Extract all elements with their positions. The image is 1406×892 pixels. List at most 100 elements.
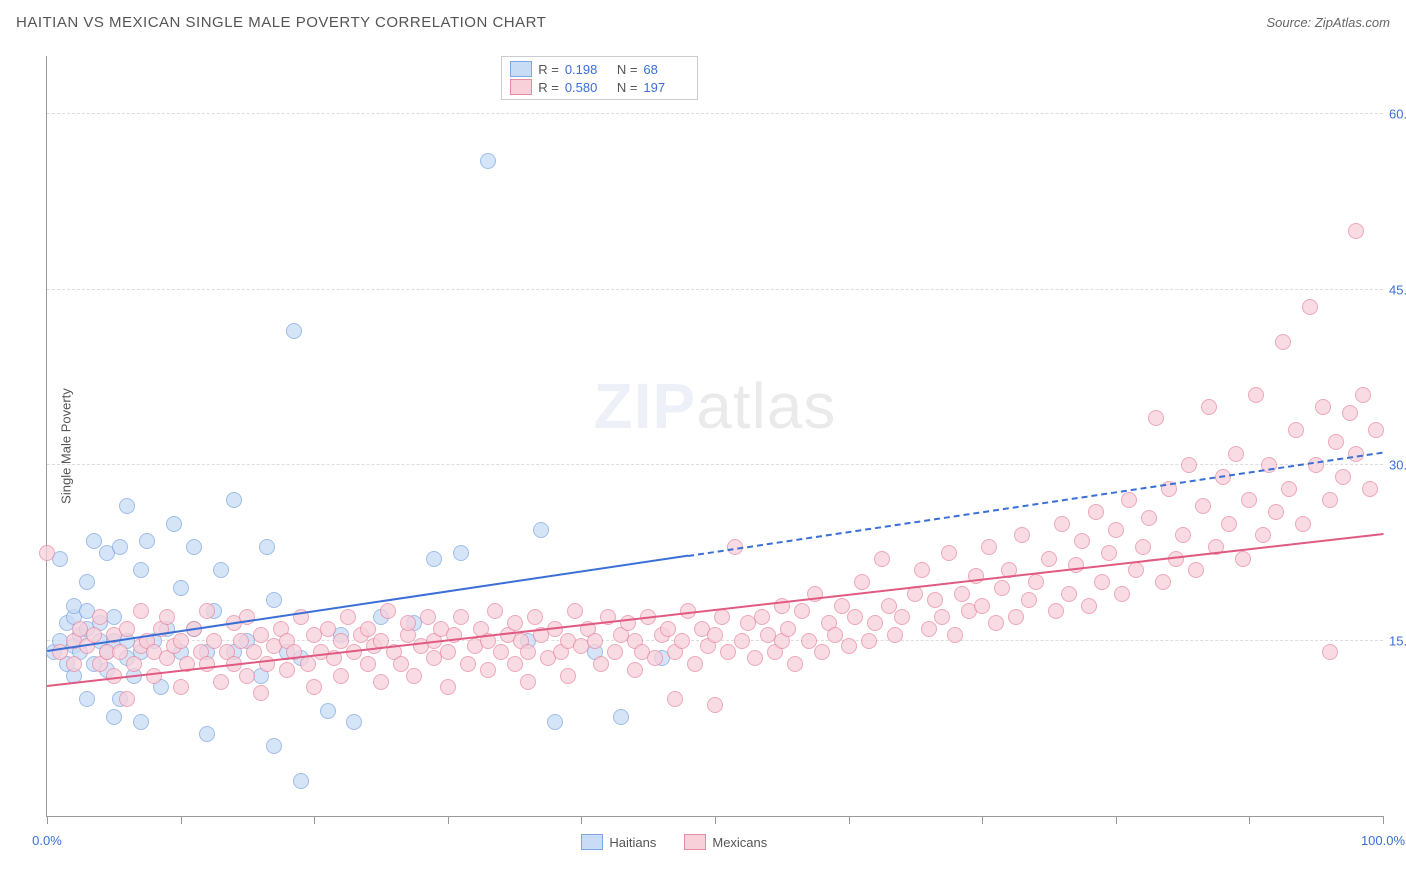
legend-n-label: N = bbox=[617, 80, 638, 95]
data-point bbox=[1235, 551, 1251, 567]
data-point bbox=[1355, 387, 1371, 403]
data-point bbox=[79, 574, 95, 590]
series-name: Mexicans bbox=[712, 835, 767, 850]
data-point bbox=[914, 562, 930, 578]
data-point bbox=[1302, 299, 1318, 315]
gridline-h bbox=[47, 289, 1383, 290]
data-point bbox=[199, 726, 215, 742]
data-point bbox=[226, 492, 242, 508]
data-point bbox=[560, 668, 576, 684]
data-point bbox=[253, 627, 269, 643]
data-point bbox=[440, 679, 456, 695]
data-point bbox=[787, 656, 803, 672]
data-point bbox=[1054, 516, 1070, 532]
x-tick bbox=[715, 816, 716, 824]
data-point bbox=[86, 533, 102, 549]
data-point bbox=[119, 498, 135, 514]
data-point bbox=[1322, 644, 1338, 660]
gridline-h bbox=[47, 113, 1383, 114]
data-point bbox=[1048, 603, 1064, 619]
data-point bbox=[266, 738, 282, 754]
legend-r-label: R = bbox=[538, 62, 559, 77]
data-point bbox=[493, 644, 509, 660]
data-point bbox=[159, 609, 175, 625]
data-point bbox=[714, 609, 730, 625]
x-tick bbox=[47, 816, 48, 824]
data-point bbox=[747, 650, 763, 666]
data-point bbox=[213, 674, 229, 690]
data-point bbox=[1342, 405, 1358, 421]
data-point bbox=[92, 609, 108, 625]
data-point bbox=[520, 644, 536, 660]
data-point bbox=[1241, 492, 1257, 508]
data-point bbox=[133, 603, 149, 619]
data-point bbox=[480, 153, 496, 169]
x-tick bbox=[448, 816, 449, 824]
data-point bbox=[587, 633, 603, 649]
y-tick-label: 45.0% bbox=[1389, 282, 1406, 297]
data-point bbox=[1221, 516, 1237, 532]
data-point bbox=[1094, 574, 1110, 590]
x-tick-label: 0.0% bbox=[32, 833, 62, 848]
data-point bbox=[106, 709, 122, 725]
data-point bbox=[1181, 457, 1197, 473]
data-point bbox=[233, 633, 249, 649]
data-point bbox=[1008, 609, 1024, 625]
data-point bbox=[1135, 539, 1151, 555]
legend-row: R =0.198N =68 bbox=[510, 61, 689, 77]
series-name: Haitians bbox=[609, 835, 656, 850]
data-point bbox=[487, 603, 503, 619]
data-point bbox=[453, 609, 469, 625]
data-point bbox=[994, 580, 1010, 596]
data-point bbox=[460, 656, 476, 672]
data-point bbox=[921, 621, 937, 637]
data-point bbox=[440, 644, 456, 660]
data-point bbox=[827, 627, 843, 643]
data-point bbox=[360, 656, 376, 672]
data-point bbox=[259, 539, 275, 555]
chart-source: Source: ZipAtlas.com bbox=[1266, 15, 1390, 30]
y-tick-label: 15.0% bbox=[1389, 633, 1406, 648]
data-point bbox=[66, 656, 82, 672]
x-tick bbox=[181, 816, 182, 824]
legend-row: R =0.580N =197 bbox=[510, 79, 689, 95]
data-point bbox=[1288, 422, 1304, 438]
data-point bbox=[279, 662, 295, 678]
data-point bbox=[1101, 545, 1117, 561]
data-point bbox=[867, 615, 883, 631]
data-point bbox=[667, 691, 683, 707]
data-point bbox=[300, 656, 316, 672]
data-point bbox=[834, 598, 850, 614]
data-point bbox=[1014, 527, 1030, 543]
data-point bbox=[1281, 481, 1297, 497]
data-point bbox=[527, 609, 543, 625]
data-point bbox=[1088, 504, 1104, 520]
data-point bbox=[126, 656, 142, 672]
data-point bbox=[206, 633, 222, 649]
data-point bbox=[1348, 446, 1364, 462]
data-point bbox=[79, 691, 95, 707]
legend-n-value: 68 bbox=[643, 62, 689, 77]
data-point bbox=[881, 598, 897, 614]
data-point bbox=[1074, 533, 1090, 549]
data-point bbox=[988, 615, 1004, 631]
data-point bbox=[1228, 446, 1244, 462]
data-point bbox=[1295, 516, 1311, 532]
data-point bbox=[861, 633, 877, 649]
legend-r-label: R = bbox=[538, 80, 559, 95]
data-point bbox=[1148, 410, 1164, 426]
data-point bbox=[947, 627, 963, 643]
data-point bbox=[146, 668, 162, 684]
data-point bbox=[119, 691, 135, 707]
data-point bbox=[567, 603, 583, 619]
data-point bbox=[887, 627, 903, 643]
data-point bbox=[720, 644, 736, 660]
data-point bbox=[1335, 469, 1351, 485]
data-point bbox=[814, 644, 830, 660]
data-point bbox=[293, 773, 309, 789]
data-point bbox=[373, 674, 389, 690]
data-point bbox=[1081, 598, 1097, 614]
x-tick bbox=[1249, 816, 1250, 824]
data-point bbox=[360, 621, 376, 637]
data-point bbox=[1248, 387, 1264, 403]
